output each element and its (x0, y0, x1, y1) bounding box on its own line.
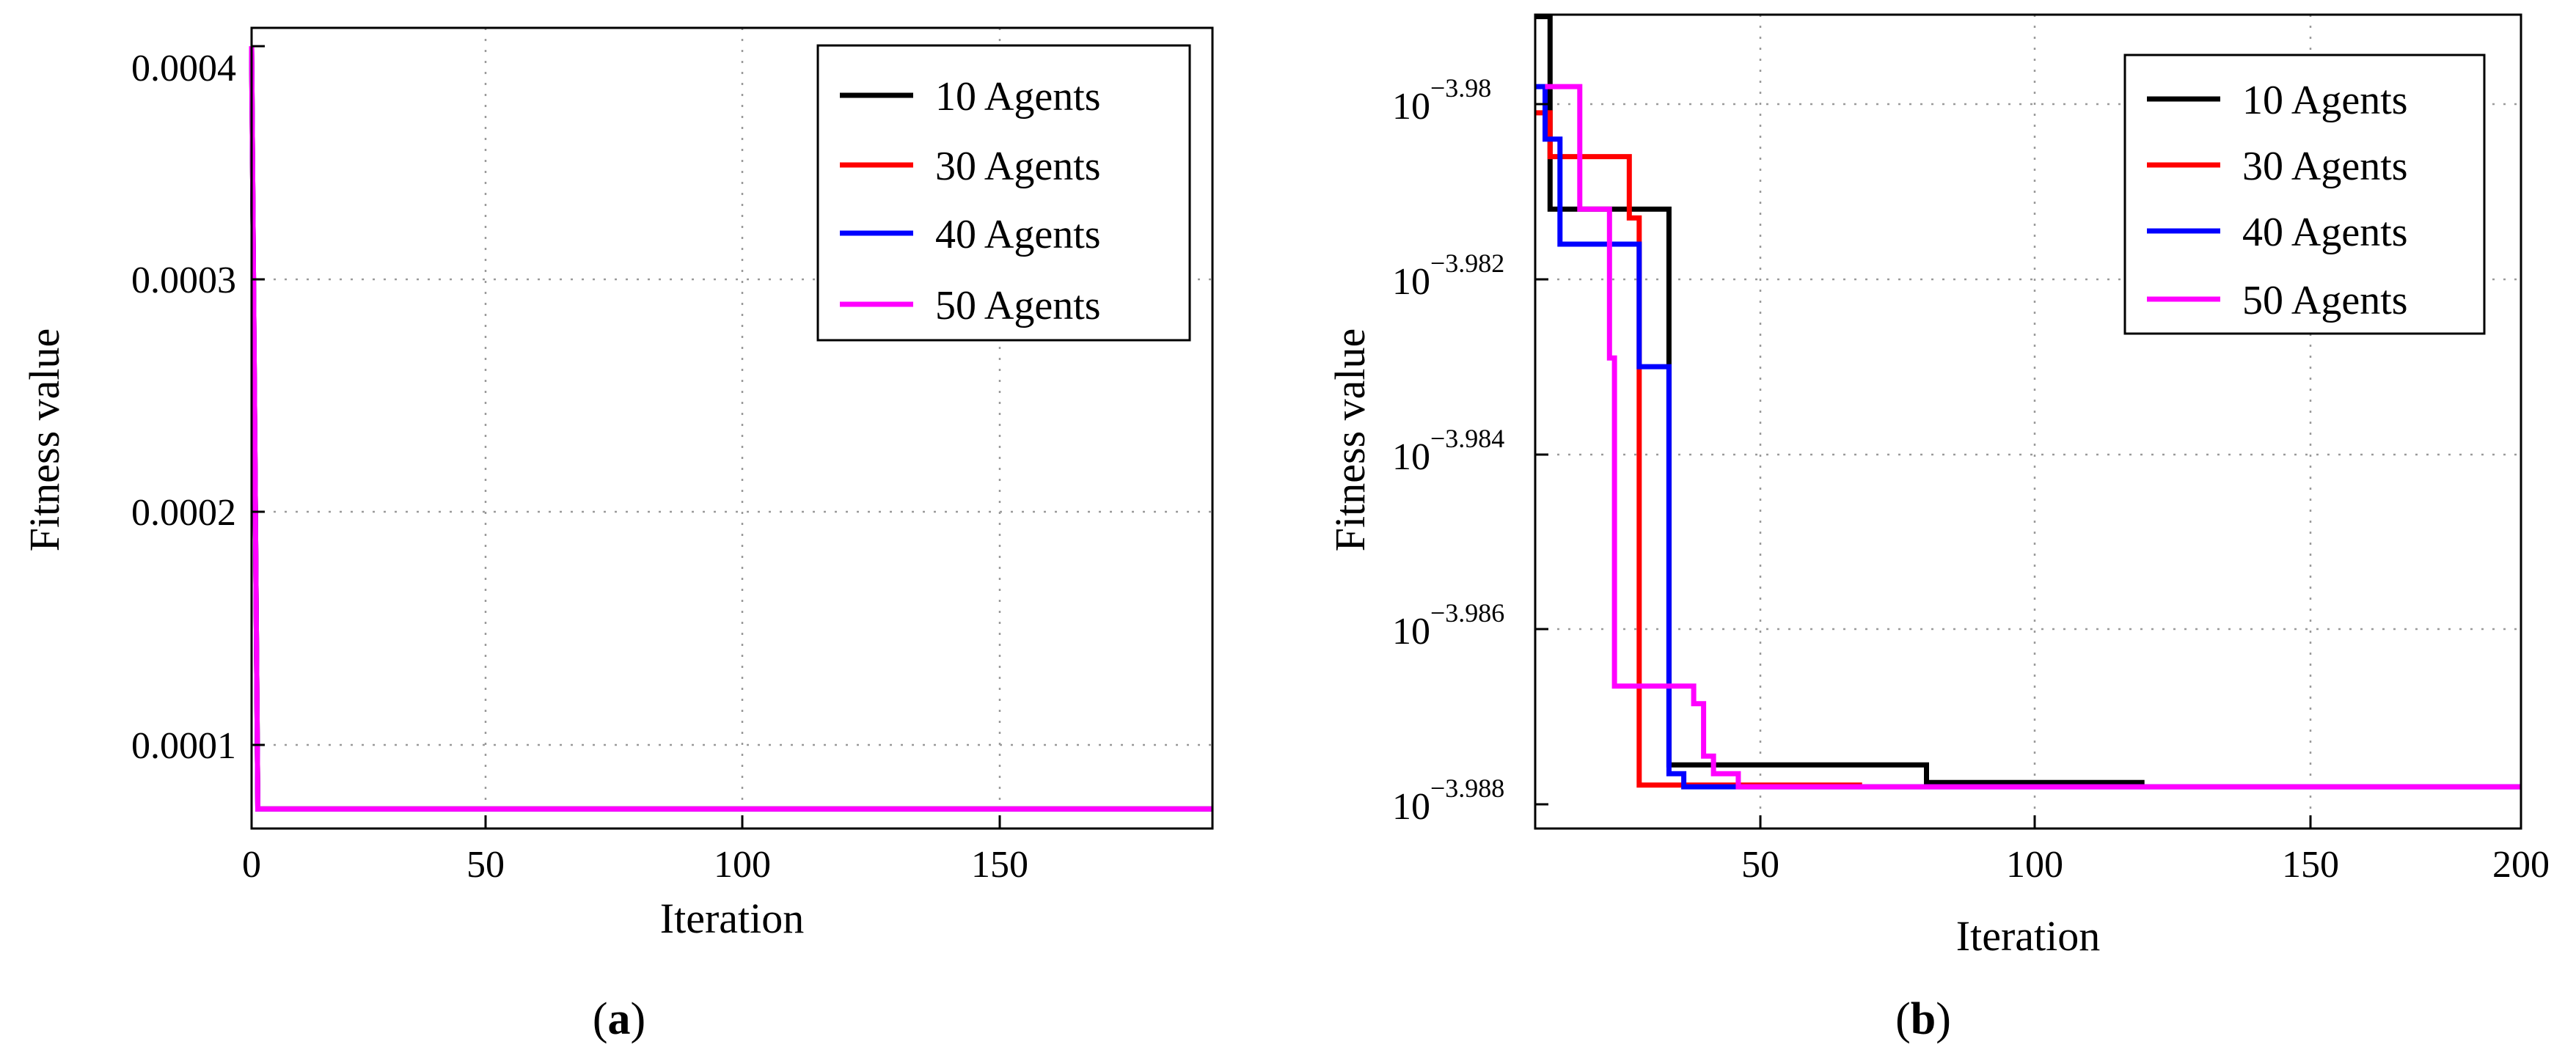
panel-b-series-line (1535, 84, 2521, 790)
panel-b-y-tick-base: 10 (1392, 611, 1430, 653)
panel-a-x-tick-label: 50 (466, 844, 505, 886)
panel-a-y-tick-label: 0.0003 (131, 260, 236, 301)
panel-b-y-tick-base: 10 (1392, 786, 1430, 828)
panel-a-legend-label: 10 Agents (935, 74, 1101, 120)
panel-a-legend: 10 Agents 30 Agents 40 Agents 50 Agents (816, 44, 1191, 342)
panel-b-y-tick-base: 10 (1392, 261, 1430, 303)
panel-a: 0 50 100 150 0.0001 0.0002 0.0003 0.0004… (21, 26, 1214, 1044)
panel-b-grid (1535, 15, 2521, 829)
panel-b-x-ticks: 50 100 150 200 (1741, 815, 2550, 886)
panel-b-series-line (1535, 110, 1862, 788)
panel-a-x-tick-label: 100 (714, 844, 771, 886)
panel-b-plot-frame (1534, 13, 2522, 830)
panel-b: 50 100 150 200 10−3.98 10−3.982 10−3.984… (1326, 13, 2550, 1044)
panel-b-y-tick-base: 10 (1392, 86, 1430, 128)
panel-b-legend-label: 40 Agents (2242, 210, 2408, 255)
panel-b-y-tick-label: 10−3.988 (1392, 774, 1504, 828)
panel-a-legend-label: 30 Agents (935, 144, 1101, 189)
panel-b-y-tick-exponent: −3.986 (1430, 598, 1504, 628)
panel-b-x-tick-label: 200 (2492, 844, 2550, 886)
panel-b-legend-label: 30 Agents (2242, 144, 2408, 189)
panel-b-caption-letter: b (1911, 994, 1936, 1044)
panel-a-caption-letter: a (608, 994, 631, 1044)
panel-b-y-tick-label: 10−3.986 (1392, 598, 1504, 653)
panel-a-y-axis-label: Fitness value (21, 328, 68, 551)
panel-b-y-tick-exponent: −3.984 (1430, 424, 1504, 453)
panel-a-legend-label: 40 Agents (935, 212, 1101, 257)
panel-b-series-line (1535, 14, 2145, 785)
panel-b-x-tick-label: 150 (2282, 844, 2339, 886)
panel-b-legend-label: 50 Agents (2242, 278, 2408, 323)
panel-a-x-tick-label: 0 (242, 844, 261, 886)
panel-a-caption: (a) (593, 994, 645, 1044)
panel-b-y-tick-base: 10 (1392, 436, 1430, 478)
panel-a-plot-frame (250, 26, 1214, 830)
panel-b-y-tick-label: 10−3.982 (1392, 249, 1504, 303)
panel-b-x-axis-label: Iteration (1956, 912, 2100, 960)
panel-b-y-tick-exponent: −3.988 (1430, 774, 1504, 803)
panel-b-y-tick-exponent: −3.982 (1430, 249, 1504, 278)
panel-b-legend: 10 Agents 30 Agents 40 Agents 50 Agents (2123, 54, 2486, 335)
panel-a-x-tick-label: 150 (971, 844, 1028, 886)
panel-a-y-tick-label: 0.0004 (131, 48, 236, 89)
panel-b-x-tick-label: 100 (2006, 844, 2063, 886)
panel-b-x-tick-label: 50 (1741, 844, 1779, 886)
panel-b-y-ticks: 10−3.98 10−3.982 10−3.984 10−3.986 10−3.… (1392, 73, 1548, 828)
panel-a-series-line (249, 45, 1212, 812)
panel-b-series-line (1545, 84, 2521, 790)
panel-a-x-ticks: 0 50 100 150 (242, 815, 1028, 886)
panel-b-series (1535, 14, 2521, 790)
panel-a-legend-label: 50 Agents (935, 283, 1101, 328)
panel-b-y-tick-label: 10−3.98 (1392, 73, 1491, 128)
panel-b-y-tick-label: 10−3.984 (1392, 424, 1504, 478)
panel-a-y-tick-label: 0.0001 (131, 725, 236, 767)
panel-b-legend-label: 10 Agents (2242, 78, 2408, 123)
panel-a-y-ticks: 0.0001 0.0002 0.0003 0.0004 (131, 45, 265, 767)
panel-b-y-tick-exponent: −3.98 (1430, 73, 1491, 103)
panel-a-x-axis-label: Iteration (660, 894, 804, 942)
panel-a-series (249, 45, 1212, 812)
panel-b-y-axis-label: Fitness value (1326, 328, 1374, 551)
panel-a-y-tick-label: 0.0002 (131, 492, 236, 534)
panel-b-caption: (b) (1895, 994, 1951, 1044)
